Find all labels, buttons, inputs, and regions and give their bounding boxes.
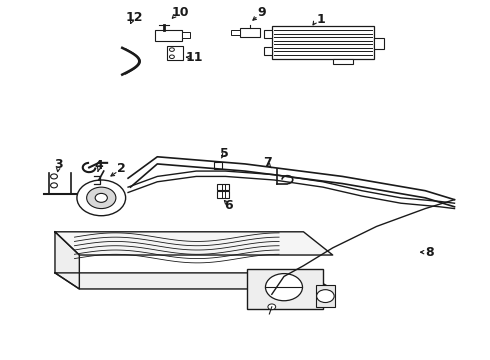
Text: 4: 4 bbox=[95, 159, 103, 172]
Text: 9: 9 bbox=[258, 6, 267, 19]
Bar bbox=[240, 28, 260, 37]
Bar bbox=[333, 59, 353, 64]
Text: 8: 8 bbox=[425, 246, 434, 258]
Text: 7: 7 bbox=[264, 156, 272, 169]
Bar bbox=[214, 162, 222, 169]
Text: 5: 5 bbox=[220, 147, 229, 160]
Text: 2: 2 bbox=[118, 162, 126, 175]
Circle shape bbox=[317, 290, 334, 302]
Bar bbox=[316, 285, 335, 307]
Circle shape bbox=[268, 304, 276, 310]
Text: 11: 11 bbox=[185, 51, 202, 64]
Bar bbox=[155, 30, 182, 41]
Polygon shape bbox=[55, 232, 79, 289]
Bar bbox=[167, 46, 183, 60]
Circle shape bbox=[170, 48, 174, 51]
Bar bbox=[217, 184, 229, 190]
Circle shape bbox=[50, 174, 57, 179]
Circle shape bbox=[50, 183, 57, 188]
Bar bbox=[217, 192, 229, 198]
Bar bbox=[182, 32, 191, 38]
Text: 1: 1 bbox=[316, 13, 325, 26]
Bar bbox=[247, 269, 323, 309]
Polygon shape bbox=[55, 232, 333, 255]
Circle shape bbox=[87, 187, 116, 208]
Circle shape bbox=[170, 55, 174, 59]
Bar bbox=[231, 30, 240, 35]
Text: 6: 6 bbox=[224, 199, 233, 212]
Text: 3: 3 bbox=[54, 158, 63, 171]
Circle shape bbox=[95, 193, 107, 202]
Circle shape bbox=[266, 274, 302, 301]
Text: 12: 12 bbox=[125, 11, 143, 24]
Circle shape bbox=[77, 180, 125, 216]
Text: 10: 10 bbox=[172, 6, 190, 19]
Bar bbox=[272, 26, 374, 59]
Bar bbox=[265, 47, 272, 55]
Bar bbox=[265, 30, 272, 38]
Polygon shape bbox=[55, 273, 333, 289]
Bar bbox=[374, 38, 384, 49]
